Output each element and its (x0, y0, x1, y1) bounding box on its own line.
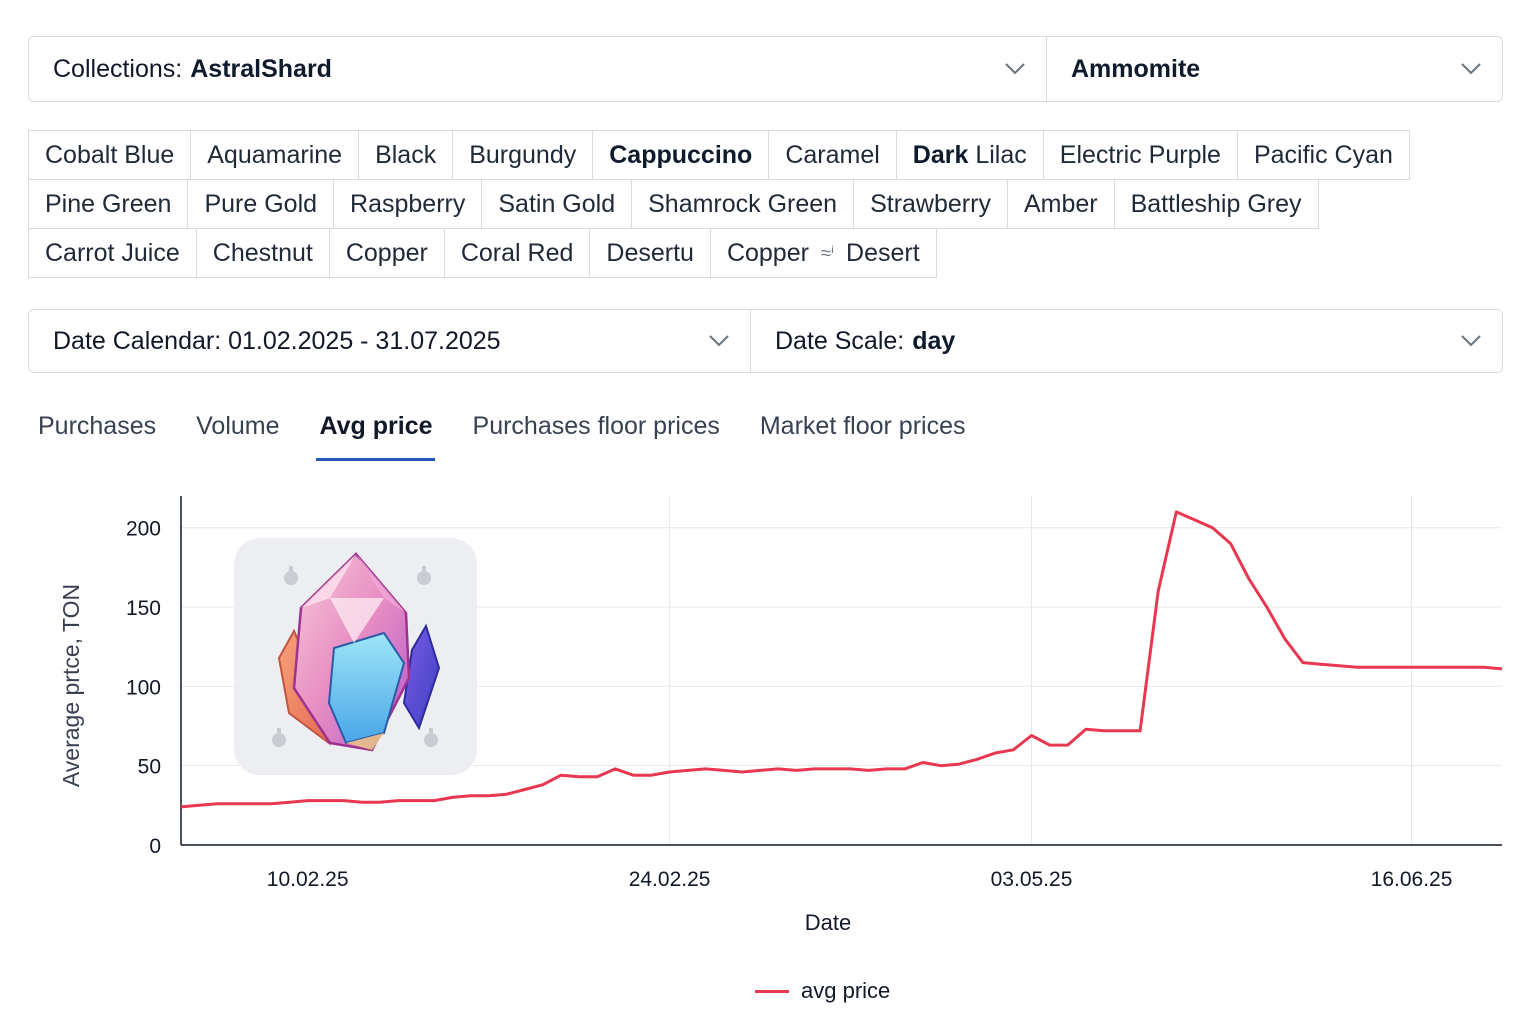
backdrop-chip[interactable]: Pine Green (28, 179, 189, 229)
backdrop-chip[interactable]: Copper (328, 228, 445, 278)
backdrop-chip-row: Pine Green Pure Gold Raspberry Satin Gold Sh… (28, 179, 1448, 229)
backdrop-chip-label: Carrot Juice (45, 238, 180, 267)
tab-purchases-floor-prices[interactable]: Purchases floor prices (472, 412, 720, 440)
backdrop-chip[interactable]: Copper ≈ⁱ Desert (709, 228, 937, 278)
collection-selector-bar: Collections: AstralShard Ammomite (28, 36, 1503, 102)
backdrop-chip-label: Copper (345, 238, 428, 267)
backdrop-chip-label: Battleship Grey (1130, 189, 1302, 218)
backdrop-chip-label: Dark Lilac (912, 140, 1027, 169)
date-calendar-label: Date Calendar: 01.02.2025 - 31.07.2025 (53, 326, 501, 355)
chevron-down-icon (1004, 62, 1026, 76)
chip-glyph-icon: ≈ⁱ (820, 242, 835, 263)
backdrop-chip[interactable]: Coral Red (443, 228, 591, 278)
backdrop-chip-row: Cobalt Blue Aquamarine Black Burgundy Cappuc… (28, 130, 1448, 180)
tab-volume[interactable]: Volume (196, 412, 280, 440)
backdrop-chip[interactable]: Black (358, 130, 454, 180)
tab-purchases[interactable]: Purchases (38, 412, 157, 440)
avg-price-chart: 0 50 100 150 200 10.02.25 24.02.25 03.05.25 16.0… (58, 496, 1503, 935)
y-tick-label: 50 (138, 756, 161, 779)
chart-legend: avg price (755, 976, 890, 1006)
backdrop-chip[interactable]: Caramel (768, 130, 897, 180)
x-tick-label: 03.05.25 (991, 868, 1073, 891)
backdrop-chip[interactable]: Carrot Juice (28, 228, 197, 278)
y-axis-title: Average prtce, TON (58, 584, 84, 787)
backdrop-chip-label: Desertu (606, 238, 694, 267)
backdrop-chip-label: Copper (726, 238, 809, 267)
backdrop-chip-label: Coral Red (460, 238, 574, 267)
backdrop-chip-label: Caramel (785, 140, 880, 169)
tab-market-floor-prices[interactable]: Market floor prices (759, 412, 966, 440)
backdrop-chip-suffix: Desert (846, 238, 920, 267)
backdrop-chip[interactable]: Raspberry (333, 179, 483, 229)
backdrop-chip[interactable]: Battleship Grey (1113, 179, 1319, 229)
backdrop-chip-label: Amber (1023, 189, 1098, 218)
chevron-down-icon (1460, 62, 1482, 76)
y-tick-label: 100 (126, 676, 161, 699)
backdrop-chip-group: Cobalt Blue Aquamarine Black Burgundy Cappuc… (28, 130, 1448, 278)
collection-select[interactable]: Collections: AstralShard (29, 37, 1046, 101)
backdrop-chip-label: Raspberry (350, 189, 466, 218)
backdrop-chip-label: Pacific Cyan (1253, 140, 1393, 169)
backdrop-chip[interactable]: Desertu (589, 228, 711, 278)
x-tick-label: 16.06.25 (1371, 868, 1453, 891)
backdrop-chip[interactable]: Satin Gold (481, 179, 633, 229)
gem-crystal-icon (272, 552, 441, 752)
x-axis-title: Date (805, 910, 851, 935)
y-tick-label: 150 (126, 597, 161, 620)
backdrop-chip-label: Shamrock Green (648, 189, 838, 218)
backdrop-chip[interactable]: Chestnut (195, 228, 330, 278)
date-scale-value: day (912, 326, 956, 355)
avg-price-series-line (180, 510, 1503, 809)
backdrop-chip-label: Burgundy (469, 140, 577, 169)
x-tick-label: 24.02.25 (629, 868, 711, 891)
backdrop-chip-label: Chestnut (212, 238, 313, 267)
collection-value: AstralShard (190, 54, 332, 83)
x-tick-label: 10.02.25 (267, 868, 349, 891)
backdrop-chip-row: Carrot Juice Chestnut Copper Coral Red Deser… (28, 228, 1448, 278)
chevron-down-icon (1460, 334, 1482, 348)
backdrop-chip[interactable]: Strawberry (853, 179, 1008, 229)
backdrop-chip-label: Pine Green (45, 189, 172, 218)
legend-label: avg price (801, 978, 891, 1003)
chart-tabs: Purchases Volume Avg price Purchases floor … (38, 405, 1005, 461)
date-selector-bar: Date Calendar: 01.02.2025 - 31.07.2025 D… (28, 309, 1503, 373)
backdrop-chip[interactable]: Cobalt Blue (28, 130, 192, 180)
backdrop-chip[interactable]: Cappuccino (592, 130, 770, 180)
backdrop-chip-label: Cobalt Blue (45, 140, 175, 169)
backdrop-chip[interactable]: Pacific Cyan (1236, 130, 1410, 180)
model-value: Ammomite (1071, 54, 1201, 83)
backdrop-chip-label: Cappuccino (609, 140, 753, 169)
backdrop-chip-label: Satin Gold (498, 189, 616, 218)
model-select[interactable]: Ammomite (1046, 37, 1502, 101)
backdrop-chip[interactable]: Electric Purple (1042, 130, 1238, 180)
backdrop-chip[interactable]: Shamrock Green (631, 179, 855, 229)
backdrop-chip[interactable]: Pure Gold (187, 179, 335, 229)
collections-label: Collections: (53, 54, 183, 83)
backdrop-chip-label: Pure Gold (204, 189, 318, 218)
backdrop-chip-label: Electric Purple (1059, 140, 1221, 169)
date-scale-label: Date Scale: (775, 326, 905, 355)
y-tick-label: 200 (126, 518, 161, 541)
y-tick-label: 0 (149, 835, 161, 858)
backdrop-chip[interactable]: Amber (1006, 179, 1115, 229)
chevron-down-icon (708, 334, 730, 348)
backdrop-chip[interactable]: Dark Lilac (895, 130, 1044, 180)
backdrop-chip-label: Black (375, 140, 437, 169)
nft-preview-card (234, 538, 477, 775)
date-scale-select[interactable]: Date Scale: day (750, 310, 1502, 372)
backdrop-chip-label: Aquamarine (207, 140, 343, 169)
date-calendar-select[interactable]: Date Calendar: 01.02.2025 - 31.07.2025 (29, 310, 750, 372)
backdrop-chip-label: Strawberry (870, 189, 991, 218)
backdrop-chip[interactable]: Burgundy (452, 130, 594, 180)
backdrop-chip[interactable]: Aquamarine (190, 130, 360, 180)
tab-avg-price[interactable]: Avg price (315, 405, 435, 461)
legend-swatch (755, 989, 789, 993)
